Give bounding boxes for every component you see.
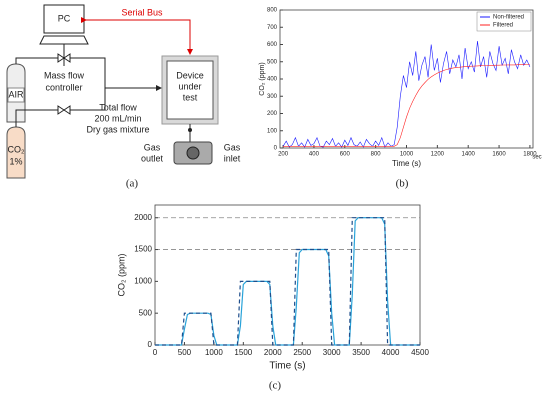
device-label: under xyxy=(178,81,201,91)
total-flow-label: Total flow xyxy=(99,102,137,112)
gas-pipes xyxy=(15,57,106,127)
pc-keyboard xyxy=(39,35,89,45)
mass-flow-label: Mass flow xyxy=(44,70,85,80)
gas-outlet-label: Gas xyxy=(144,142,161,152)
diagram: PC Serial Bus Device under test AIR CO₂ … xyxy=(6,4,241,179)
co2-label: CO₂ xyxy=(8,144,26,154)
y-tick-label: 500 xyxy=(139,308,153,317)
device-box xyxy=(166,60,214,120)
plot-area xyxy=(279,9,534,149)
series-line xyxy=(155,217,420,346)
y-tick-label: 100 xyxy=(267,128,278,134)
gas-cell-sensor xyxy=(186,146,200,160)
y-tick-label: 400 xyxy=(267,77,278,83)
y-tick-label: 200 xyxy=(267,111,278,117)
y-tick-label: 500 xyxy=(267,59,278,65)
caption: (c) xyxy=(269,380,282,392)
y-tick-label: 800 xyxy=(267,8,278,14)
caption: (a) xyxy=(126,178,139,190)
gas-inlet-label: Gas xyxy=(224,142,241,152)
valves xyxy=(57,53,71,115)
total-flow-label: 200 mL/min xyxy=(94,113,141,123)
device-label: Device xyxy=(176,70,204,80)
y-tick-label: 0 xyxy=(274,146,278,152)
x-tick-label: 500 xyxy=(178,348,192,357)
legend-label: Filtered xyxy=(493,23,513,29)
x-tick-label: 3000 xyxy=(323,348,341,357)
x-tick-label: 4000 xyxy=(382,348,400,357)
series-line xyxy=(283,64,530,147)
series-line xyxy=(282,40,531,148)
mass-flow-label: controller xyxy=(45,82,82,92)
x-tick-label: 0 xyxy=(153,348,158,357)
air-tag xyxy=(7,87,25,103)
x-tick-label: 3500 xyxy=(352,348,370,357)
caption: (b) xyxy=(396,178,409,190)
x-tick-label: 4500 xyxy=(411,348,429,357)
co2-label: 1% xyxy=(9,156,22,166)
x-tick-label: 1400 xyxy=(462,152,476,158)
pc-monitor xyxy=(43,4,85,34)
legend-box xyxy=(476,11,532,32)
x-tick-label: 1000 xyxy=(400,152,414,158)
x-tick-label: 2000 xyxy=(264,348,282,357)
y-tick-label: 0 xyxy=(148,340,153,349)
y-axis-label: CO₂ (ppm) xyxy=(259,62,266,95)
x-tick-label: 600 xyxy=(340,152,351,158)
total-flow-label: Dry gas mixture xyxy=(86,124,149,134)
x-axis-label: Time (s) xyxy=(392,159,421,168)
x-tick-label: 2500 xyxy=(293,348,311,357)
y-tick-label: 600 xyxy=(267,42,278,48)
x-unit-label: sec xyxy=(532,155,541,161)
serial-bus-label: Serial Bus xyxy=(121,7,163,17)
co2-cylinder xyxy=(6,126,26,179)
x-tick-label: 200 xyxy=(278,152,289,158)
y-tick-label: 700 xyxy=(267,25,278,31)
gas-outlet-label: outlet xyxy=(141,153,164,163)
y-axis-label: CO₂ (ppm) xyxy=(116,254,126,297)
y-tick-label: 1000 xyxy=(134,276,152,285)
x-axis-label: Time (s) xyxy=(269,361,305,372)
y-tick-label: 300 xyxy=(267,94,278,100)
serial-bus-line xyxy=(81,17,193,55)
x-tick-label: 1500 xyxy=(234,348,252,357)
legend-label: Non-filtered xyxy=(493,15,524,21)
gas-inlet-label: inlet xyxy=(224,153,241,163)
x-tick-label: 400 xyxy=(309,152,320,158)
y-tick-label: 1500 xyxy=(134,245,152,254)
x-tick-label: 1200 xyxy=(431,152,445,158)
y-tick-label: 2000 xyxy=(134,213,152,222)
x-tick-label: 1000 xyxy=(205,348,223,357)
pc-label: PC xyxy=(58,13,71,23)
plot-area xyxy=(154,204,421,346)
device-label: test xyxy=(183,92,198,102)
air-label: AIR xyxy=(8,89,24,99)
x-tick-label: 1600 xyxy=(492,152,506,158)
x-tick-label: 800 xyxy=(371,152,382,158)
device-dot xyxy=(188,128,192,132)
x-tick-label: 1800 xyxy=(523,152,537,158)
